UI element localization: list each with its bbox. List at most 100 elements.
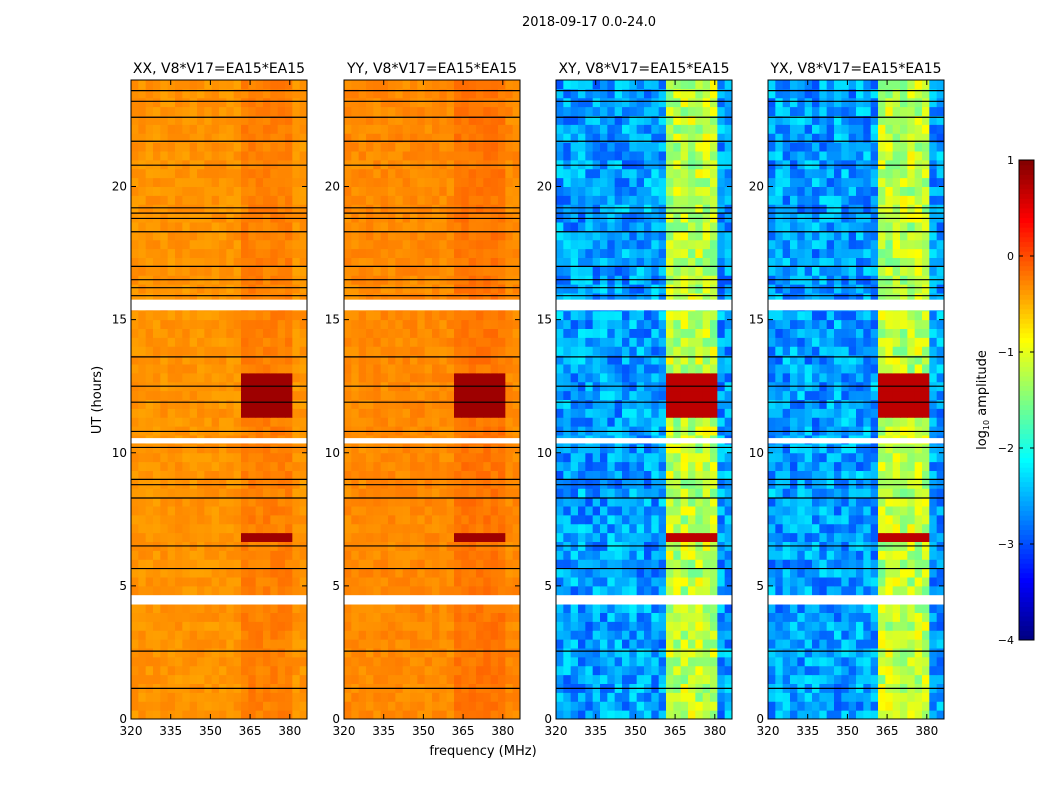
heatmap-cell (644, 586, 652, 595)
heatmap-cell (175, 471, 183, 480)
heatmap-cell (219, 417, 227, 426)
heatmap-cell (454, 559, 462, 568)
heatmap-cell (248, 444, 256, 453)
heatmap-cell (359, 550, 367, 559)
heatmap-cell (256, 151, 264, 160)
heatmap-cell (717, 515, 725, 524)
heatmap-cell (248, 426, 256, 435)
heatmap-cell (395, 630, 403, 639)
heatmap-cell (717, 666, 725, 675)
heatmap-cell (688, 320, 696, 329)
heatmap-cell (622, 657, 630, 666)
heatmap-cell (498, 284, 506, 293)
heatmap-cell (417, 471, 425, 480)
heatmap-cell (681, 329, 689, 338)
heatmap-cell (270, 249, 278, 258)
heatmap-cell (270, 284, 278, 293)
heatmap-cell (673, 471, 681, 480)
heatmap-cell (395, 488, 403, 497)
heatmap-cell (138, 675, 146, 684)
heatmap-cell (366, 364, 374, 373)
heatmap-cell (629, 337, 637, 346)
heatmap-cell (278, 639, 286, 648)
heatmap-cell (219, 284, 227, 293)
heatmap-cell (710, 550, 718, 559)
heatmap-cell (556, 586, 564, 595)
heatmap-cell (615, 391, 623, 400)
heatmap-cell (234, 107, 242, 116)
heatmap-cell (285, 444, 293, 453)
heatmap-cell (461, 222, 469, 231)
heatmap-cell (710, 266, 718, 275)
heatmap-cell (571, 373, 579, 382)
heatmap-cell (234, 266, 242, 275)
heatmap-cell (600, 710, 608, 719)
heatmap-cell (622, 559, 630, 568)
heatmap-cell (615, 666, 623, 675)
heatmap-cell (182, 657, 190, 666)
heatmap-cell (695, 249, 703, 258)
heatmap-cell (168, 266, 176, 275)
heatmap-cell (197, 320, 205, 329)
heatmap-cell (190, 320, 198, 329)
heatmap-cell (513, 675, 521, 684)
heatmap-cell (461, 80, 469, 89)
heatmap-cell (300, 124, 308, 133)
heatmap-cell (615, 462, 623, 471)
heatmap-cell (666, 284, 674, 293)
heatmap-cell (556, 187, 564, 196)
heatmap-cell (417, 169, 425, 178)
heatmap-cell (256, 169, 264, 178)
heatmap-cell (219, 675, 227, 684)
heatmap-cell (666, 373, 674, 382)
heatmap-cell (710, 391, 718, 400)
heatmap-cell (417, 213, 425, 222)
heatmap-cell (351, 204, 359, 213)
heatmap-cell (491, 559, 499, 568)
heatmap-cell (432, 675, 440, 684)
heatmap-cell (212, 550, 220, 559)
heatmap-cell (688, 408, 696, 417)
heatmap-cell (138, 426, 146, 435)
heatmap-cell (578, 320, 586, 329)
heatmap-cell (725, 258, 733, 267)
heatmap-cell (483, 533, 491, 542)
heatmap-cell (138, 524, 146, 533)
heatmap-cell (483, 524, 491, 533)
heatmap-cell (388, 364, 396, 373)
heatmap-cell (483, 639, 491, 648)
heatmap-cell (212, 329, 220, 338)
heatmap-cell (366, 178, 374, 187)
heatmap-cell (175, 160, 183, 169)
heatmap-cell (425, 400, 433, 409)
heatmap-cell (637, 373, 645, 382)
heatmap-cell (175, 701, 183, 710)
heatmap-cell (659, 417, 667, 426)
heatmap-cell (703, 639, 711, 648)
heatmap-cell (513, 462, 521, 471)
heatmap-cell (695, 213, 703, 222)
heatmap-cell (410, 613, 418, 622)
heatmap-cell (498, 692, 506, 701)
heatmap-cell (571, 462, 579, 471)
heatmap-cell (425, 213, 433, 222)
heatmap-cell (366, 550, 374, 559)
heatmap-cell (212, 320, 220, 329)
heatmap-cell (659, 506, 667, 515)
heatmap-cell (622, 266, 630, 275)
heatmap-cell (725, 577, 733, 586)
heatmap-cell (256, 666, 264, 675)
heatmap-cell (300, 107, 308, 116)
heatmap-cell (153, 222, 161, 231)
heatmap-cell (688, 453, 696, 462)
heatmap-cell (146, 187, 154, 196)
heatmap-cell (278, 187, 286, 196)
heatmap-cell (447, 364, 455, 373)
heatmap-cell (388, 320, 396, 329)
heatmap-cell (234, 524, 242, 533)
heatmap-cell (388, 311, 396, 320)
heatmap-cell (417, 701, 425, 710)
heatmap-cell (270, 675, 278, 684)
heatmap-cell (717, 444, 725, 453)
heatmap-cell (263, 417, 271, 426)
